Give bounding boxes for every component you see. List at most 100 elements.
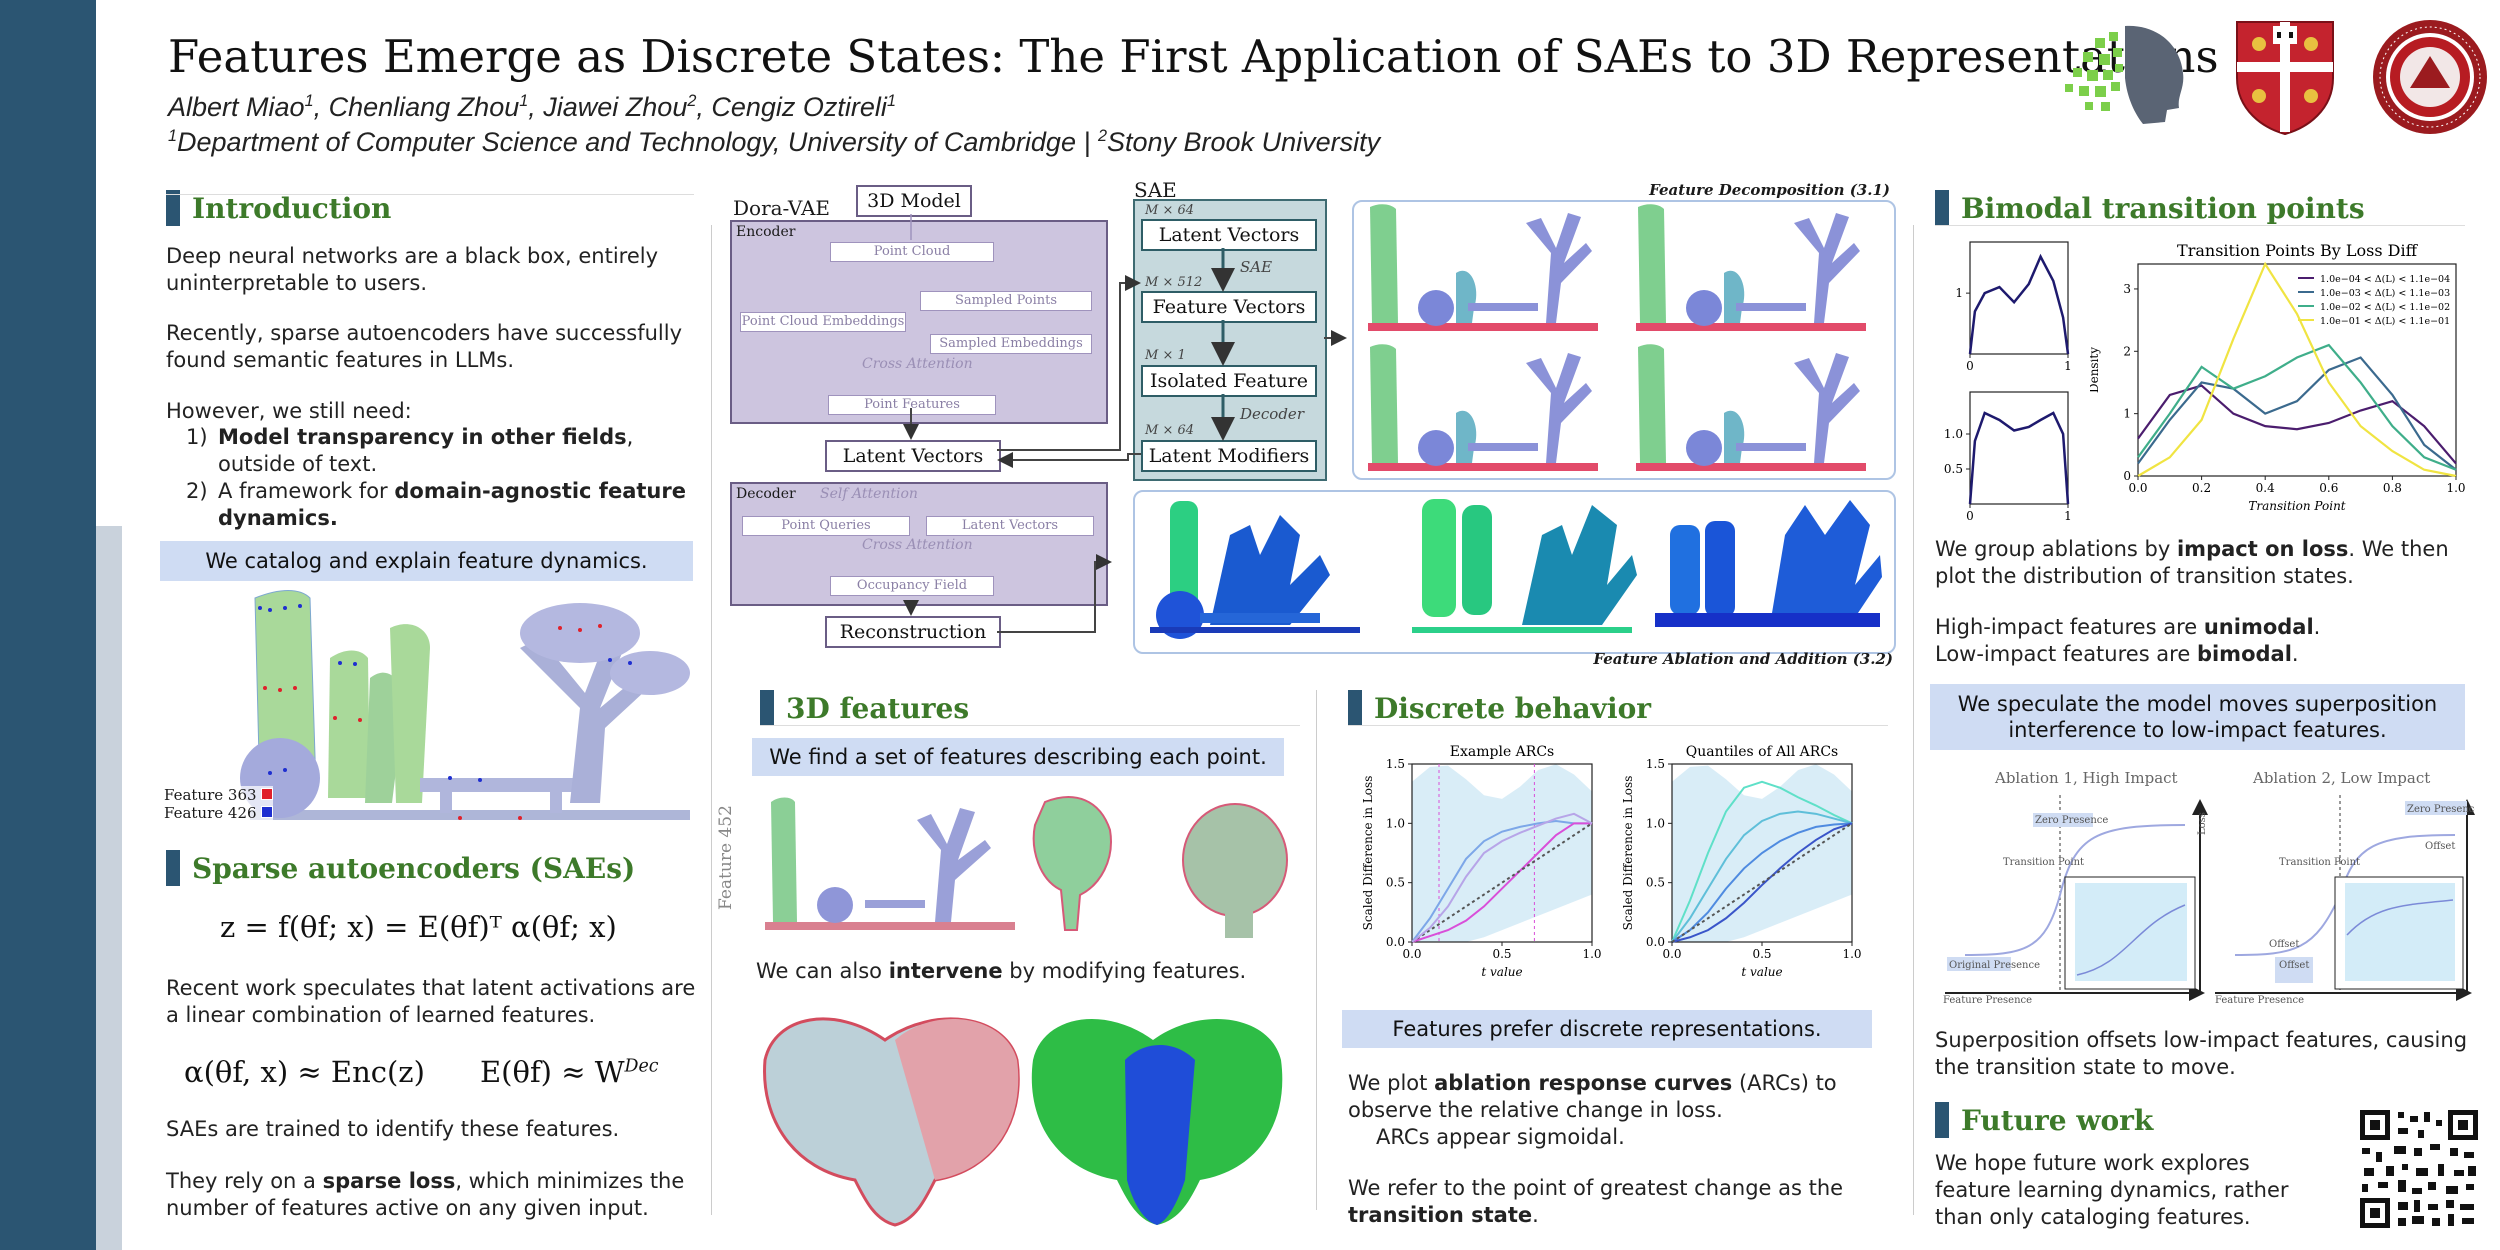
series-line-1 (1968, 411, 2070, 505)
x-tick-label: 1.0 (1842, 947, 1861, 961)
y-tick-label: 0.0 (1646, 935, 1665, 949)
column-separator (1913, 225, 1914, 1215)
x-tick-label: 0 (1966, 359, 1974, 373)
chart-title: Example ARCs (1450, 744, 1554, 760)
features3d-highlight: We find a set of features describing eac… (752, 738, 1284, 776)
cross-attention-label: Cross Attention (862, 356, 973, 372)
ablation-2-title: Ablation 2, Low Impact (2252, 769, 2430, 787)
header-rule (166, 194, 694, 195)
loss-axis-label: Loss (2197, 812, 2208, 835)
y-tick-label: 3 (2123, 282, 2131, 296)
series-line-2 (1411, 822, 1592, 943)
section-heading-sae: Sparse autoencoders (SAEs) (166, 850, 635, 886)
column-separator (1316, 690, 1317, 1210)
y-tick-label: 1.0 (1646, 816, 1665, 830)
header-rule (760, 725, 1300, 726)
node-sampled-embeddings: Sampled Embeddings (930, 334, 1092, 354)
legend-label: 1.0e−03 < Δ(L) < 1.1e−03 (2320, 288, 2450, 299)
discrete-indent-line: ARCs appear sigmoidal. (1376, 1125, 1625, 1149)
y-tick-label: 1.0 (1386, 816, 1405, 830)
sae-node-isolated-feature: Isolated Feature (1141, 365, 1317, 397)
series-line-2 (1671, 810, 1853, 943)
section-heading-discrete: Discrete behavior (1348, 690, 1651, 726)
decomp-caption: Feature Decomposition (3.1) (1649, 181, 1890, 199)
x-axis-label: t value (1481, 965, 1522, 979)
x-tick-label: 0.4 (2256, 481, 2275, 495)
sae-node-latent-vectors: Latent Vectors (1141, 219, 1317, 251)
series-line-1 (1411, 819, 1592, 943)
legend-label: 1.0e−01 < Δ(L) < 1.1e−01 (2320, 316, 2450, 327)
column-separator (711, 225, 712, 1215)
zero-presence-label: Zero Presence (2035, 815, 2108, 826)
legend-swatch-red (261, 788, 274, 800)
dora-vae-label: Dora-VAE (733, 196, 830, 220)
chart-high-impact-density: 0 1 1 (1955, 241, 2072, 373)
plot-frame (2137, 263, 2457, 477)
series-line-3 (1671, 822, 1853, 943)
features3d-paragraph: We can also intervene by modifying featu… (756, 959, 1247, 983)
chart-example-arcs: 0.0 0.5 1.0 0.0 0.5 1.0 1.5 Example ARCs t value… (1361, 744, 1602, 979)
transition-point-label: Transition Point (2003, 857, 2084, 868)
y-tick-label: 1.5 (1386, 757, 1405, 771)
y-axis-label: Scaled Difference in Loss (1621, 776, 1635, 931)
bimodal-paragraph-2: High-impact features are unimodal. Low-i… (1935, 615, 2321, 666)
feature-presence-axis-label: Feature Presence (2215, 995, 2304, 1005)
series-line-1 (2137, 384, 2457, 465)
dim-label: M × 1 (1145, 348, 1186, 363)
dim-label: M × 64 (1145, 423, 1195, 438)
intro-paragraph-1: Deep neural networks are a black box, en… (166, 244, 659, 295)
intro-list: 1) Model transparency in other fields, o… (186, 424, 696, 532)
sae-paragraph-1: Recent work speculates that latent activ… (166, 976, 696, 1027)
x-tick-label: 0.8 (2383, 481, 2402, 495)
plot-frame (1969, 241, 2069, 355)
series-line-1 (1671, 780, 1853, 943)
node-occupancy-field: Occupancy Field (830, 576, 994, 596)
dim-label: M × 512 (1145, 275, 1203, 290)
cambridge-crest (2236, 21, 2334, 136)
section-heading-introduction: Introduction (166, 190, 391, 226)
bimodal-paragraph-1: We group ablations by impact on loss. We… (1935, 537, 2449, 588)
original-presence-label: Original Presence (1949, 960, 2040, 971)
intro-paragraph-2: Recently, sparse autoencoders have succe… (166, 321, 683, 372)
node-3d-model: 3D Model (856, 185, 972, 217)
decoder-label: Decoder (736, 486, 796, 502)
x-axis-label: Transition Point (2248, 499, 2345, 513)
chart-legend: 1.0e−04 < Δ(L) < 1.1e−04 1.0e−03 < Δ(L) <… (2298, 274, 2450, 327)
y-tick-label: 1.5 (1646, 757, 1665, 771)
arrow-label-sae: SAE (1240, 258, 1273, 276)
y-tick-label: 1 (1955, 286, 1963, 300)
chart-title: Transition Points By Loss Diff (2177, 241, 2419, 260)
series-line-3 (2137, 343, 2457, 471)
legend-item: Feature 363 (164, 786, 274, 804)
sae-node-feature-vectors: Feature Vectors (1141, 291, 1317, 323)
x-tick-label: 0.5 (1492, 947, 1511, 961)
series-line-4 (1671, 822, 1853, 943)
node-latent-vectors-small: Latent Vectors (926, 516, 1094, 536)
ablation-1-title: Ablation 1, High Impact (1994, 769, 2178, 787)
feature-presence-axis-label: Feature Presence (1943, 995, 2032, 1005)
offset-presence-label: Offset (2279, 960, 2309, 971)
node-pc-embeddings: Point Cloud Embeddings (740, 312, 906, 332)
series-line-2 (2137, 356, 2457, 471)
offset-label: Offset (2269, 939, 2299, 950)
feature-452-renders (765, 796, 1288, 938)
chart-transition-points: 0.0 0.2 0.4 0.6 0.8 1.0 0 1 2 3 Transition Points … (2090, 241, 2466, 513)
ablation-schematic: Ablation 1, High Impact Ablation 2, Low … (1943, 769, 2475, 1005)
lab-logo (2065, 25, 2184, 124)
qr-code[interactable] (2358, 1108, 2480, 1230)
chart-title: Quantiles of All ARCs (1686, 744, 1838, 760)
y-tick-label: 0 (2123, 469, 2131, 483)
feature-legend: Feature 363 Feature 426 (164, 786, 274, 822)
encoder-label: Encoder (736, 224, 796, 240)
x-tick-label: 1 (2064, 509, 2072, 523)
x-tick-label: 0.6 (2319, 481, 2338, 495)
node-reconstruction: Reconstruction (825, 616, 1001, 648)
series-line-4 (1411, 812, 1593, 943)
discrete-paragraph-1: We plot ablation response curves (ARCs) … (1348, 1070, 1888, 1151)
x-tick-label: 0.0 (1662, 947, 1681, 961)
equation-encoder: α(θf, x) ≈ Enc(z) (184, 1055, 425, 1089)
header-rule (1348, 725, 1888, 726)
x-tick-label: 1 (2064, 359, 2072, 373)
ablation-caption: Feature Ablation and Addition (3.2) (1593, 650, 1893, 668)
equation-decoder: E(θf) ≈ WDec (480, 1055, 659, 1089)
